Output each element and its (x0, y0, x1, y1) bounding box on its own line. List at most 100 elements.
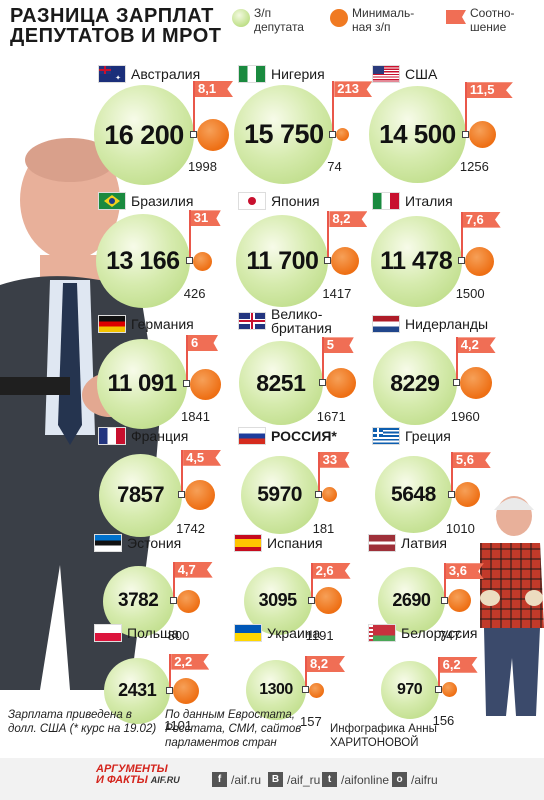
min-wage-ball (176, 589, 200, 613)
social-label: /aif.ru (231, 772, 262, 787)
mp-salary-ball: 8251 (238, 341, 323, 426)
mp-salary-ball: 14 500 (368, 86, 466, 184)
country-name: РОССИЯ* (271, 428, 337, 444)
flag-ng-icon (238, 65, 266, 83)
odnoklassniki-icon: о (392, 772, 407, 787)
connector-marker (447, 490, 455, 498)
min-wage-ball (192, 251, 212, 271)
ratio-flagpole (455, 337, 458, 384)
country-label: Польша (94, 624, 179, 642)
social-link[interactable]: f/aif.ru (212, 772, 261, 787)
ratio-pennant: 8,2 (329, 211, 368, 228)
ratio-pennant: 6 (188, 335, 218, 351)
pennant-icon (446, 10, 466, 24)
country-label: Италия (372, 192, 453, 210)
country-label: Латвия (368, 534, 447, 552)
footnote-sources: По данным Евростата, Росстата, СМИ, сайт… (165, 709, 302, 749)
facebook-icon: f (212, 772, 227, 787)
ratio-flagpole (437, 656, 440, 690)
min-wage-ball (185, 480, 216, 511)
footnote-credits: Инфографика Анны ХАРИТОНОВОЙ (330, 723, 437, 749)
ratio-pennant: 213 (334, 81, 373, 98)
mp-salary-ball: 5648 (374, 456, 452, 534)
ratio-flagpole (443, 563, 446, 601)
ratio-pennant: 11,5 (466, 82, 513, 99)
connector-marker (457, 257, 465, 265)
country-name: Франция (131, 428, 189, 444)
country-label: США (372, 65, 437, 83)
social-label: /aifru (411, 772, 438, 787)
flag-au-icon: ✦ (98, 65, 126, 83)
connector-marker (185, 257, 193, 265)
flag-de-icon (98, 315, 126, 333)
country-cell: Нигерия 15 750 213 74 (232, 63, 373, 185)
min-wage-ball (441, 682, 457, 698)
social-link[interactable]: В/aif_ru (268, 772, 320, 787)
social-label: /aif_ru (287, 772, 321, 787)
connector-marker (307, 596, 315, 604)
ratio-flagpole (332, 81, 335, 135)
ratio-flagpole (317, 451, 320, 495)
ratio-flagpole (172, 561, 175, 602)
country-name: Велико- британия (271, 306, 332, 336)
country-cell: Япония 11 700 8,2 1417 (232, 190, 372, 308)
country-label: Велико- британия (238, 307, 341, 335)
ratio-flagpole (321, 337, 324, 384)
ratio-pennant: 4,5 (183, 449, 222, 466)
connector-marker (461, 130, 469, 138)
min-wage-value: 1742 (176, 521, 206, 536)
social-link[interactable]: t/aifonline (322, 772, 389, 787)
ratio-pennant: 8,1 (195, 81, 233, 97)
ratio-pennant: 31 (190, 210, 221, 227)
country-name: Австралия (131, 66, 201, 82)
min-wage-value: 1256 (459, 159, 489, 174)
country-cell: Германия 11 091 6 1841 (92, 313, 232, 429)
legend-label: З/п депутата (254, 6, 304, 34)
ratio-pennant: 2,6 (312, 562, 351, 579)
mp-salary-ball: 1300 (246, 660, 306, 720)
country-name: США (405, 66, 438, 82)
min-wage-value: 1010 (445, 521, 475, 536)
country-name: Нидерланды (405, 316, 489, 332)
ratio-flagpole (193, 81, 195, 135)
min-wage-value: 1998 (188, 159, 217, 174)
ratio-flagpole (464, 82, 467, 135)
country-label: Германия (98, 315, 194, 333)
country-name: Германия (131, 316, 194, 332)
min-wage-ball (464, 246, 494, 276)
min-wage-ball (325, 368, 356, 399)
logo-bottom: И ФАКТЫ (96, 774, 148, 786)
country-cell: ✦ Австралия 16 200 8,1 1998 (92, 63, 233, 185)
flag-it-icon (372, 192, 400, 210)
country-label: РОССИЯ* (238, 427, 337, 445)
country-name: Испания (267, 535, 323, 551)
country-label: Нигерия (238, 65, 325, 83)
flag-by-icon (368, 624, 396, 642)
min-wage-value: 156 (432, 712, 455, 728)
flag-nl-icon (372, 315, 400, 333)
country-cell: Велико- британия 8251 5 1671 (232, 307, 372, 426)
connector-marker (314, 490, 322, 498)
country-label: Украина (234, 624, 320, 642)
min-wage-value: 1960 (450, 409, 480, 424)
country-name: Белоруссия (401, 625, 478, 641)
flag-ua-icon (234, 624, 262, 642)
legend-label: Соотно-шение (470, 6, 515, 34)
country-name: Украина (267, 625, 321, 641)
country-name: Греция (405, 428, 451, 444)
mp-salary-ball: 16 200 (94, 85, 194, 185)
country-name: Нигерия (271, 66, 325, 82)
min-wage-value: 747 (438, 628, 461, 643)
mp-salary-ball: 3095 (243, 566, 312, 635)
country-name: Италия (405, 193, 453, 209)
aif-logo[interactable]: АРГУМЕНТЫ И ФАКТЫ AIF.RU (96, 764, 180, 786)
min-wage-ball (331, 247, 360, 276)
social-link[interactable]: о/aifru (392, 772, 438, 787)
ratio-pennant: 5,6 (452, 452, 491, 469)
min-wage-ball (314, 587, 342, 615)
country-name: Япония (271, 193, 320, 209)
logo-top: АРГУМЕНТЫ (96, 763, 168, 775)
country-cell: Латвия 2690 3,6 747 (366, 532, 506, 643)
logo-site: AIF.RU (150, 775, 180, 785)
country-cell: Бразилия 13 166 31 426 (92, 190, 232, 309)
